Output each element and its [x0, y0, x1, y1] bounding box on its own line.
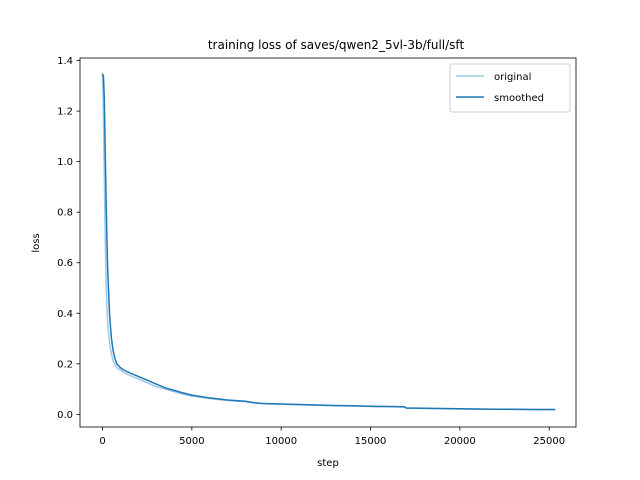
- legend: original smoothed: [449, 63, 571, 113]
- y-tick-label: 1.2: [57, 107, 73, 118]
- legend-label-smoothed: smoothed: [494, 93, 544, 104]
- plot-area: [80, 58, 576, 427]
- y-tick-label: 1.0: [57, 157, 73, 168]
- x-axis-label: step: [317, 458, 339, 469]
- y-tick-label: 0.4: [57, 309, 73, 320]
- x-tick-label: 10000: [265, 436, 297, 447]
- y-tick-label: 0.8: [57, 208, 73, 219]
- x-tick-label: 25000: [533, 436, 565, 447]
- x-tick-label: 20000: [444, 436, 476, 447]
- y-tick-label: 0.0: [57, 410, 73, 421]
- plot-frame: [79, 57, 577, 428]
- y-axis-ticks: 0.0 0.2 0.4 0.6 0.8 1.0 1.2 1.4: [57, 56, 80, 421]
- x-tick-label: 5000: [179, 436, 204, 447]
- y-tick-label: 0.6: [57, 258, 73, 269]
- y-axis-label: loss: [31, 233, 42, 252]
- series-layer: [101, 73, 556, 411]
- legend-label-original: original: [494, 72, 531, 83]
- y-tick-label: 0.2: [57, 359, 73, 370]
- x-tick-label: 15000: [355, 436, 387, 447]
- x-tick-label: 0: [99, 436, 105, 447]
- y-tick-label: 1.4: [57, 56, 73, 67]
- chart-title: training loss of saves/qwen2_5vl-3b/full…: [208, 38, 465, 52]
- series-line-smoothed: [101, 73, 556, 411]
- x-axis-ticks: 0 5000 10000 15000 20000 25000: [99, 427, 565, 447]
